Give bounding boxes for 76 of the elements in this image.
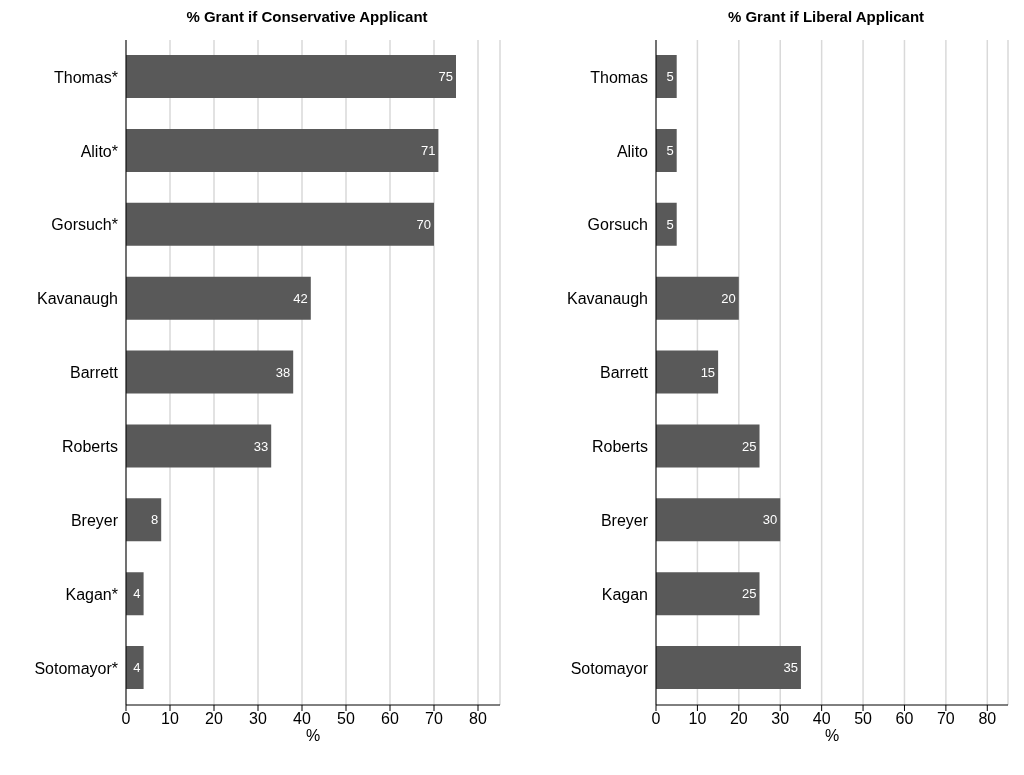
x-tick-label: 10 xyxy=(161,710,179,728)
x-tick-label: 0 xyxy=(121,710,131,728)
y-tick-label: Kavanaugh xyxy=(37,290,118,308)
y-tick-label: Sotomayor* xyxy=(34,659,118,677)
data-label: 5 xyxy=(666,69,674,85)
data-label: 4 xyxy=(133,660,141,676)
data-label: 15 xyxy=(700,364,716,380)
bar xyxy=(656,128,677,172)
data-label: 25 xyxy=(742,586,757,602)
bar xyxy=(126,202,434,246)
data-label: 30 xyxy=(762,512,778,528)
bar xyxy=(126,350,294,394)
x-tick-label: 50 xyxy=(337,710,355,728)
x-tick-label: 70 xyxy=(425,710,443,728)
y-tick-label: Gorsuch xyxy=(587,216,648,234)
y-tick-label: Kagan xyxy=(601,585,648,603)
chart-title: % Grant if Liberal Applicant xyxy=(726,8,926,27)
data-label: 38 xyxy=(275,364,291,380)
y-tick-label: Breyer xyxy=(600,511,649,529)
y-tick-label: Roberts xyxy=(591,438,648,456)
data-label: 25 xyxy=(742,438,757,454)
x-tick-label: 50 xyxy=(854,710,873,728)
x-tick-label: 60 xyxy=(895,710,914,728)
bar xyxy=(126,498,162,542)
chart-title: % Grant if Conservative Applicant xyxy=(185,8,429,27)
x-tick-label: 80 xyxy=(978,710,997,728)
data-label: 42 xyxy=(293,290,308,306)
data-label: 5 xyxy=(666,216,674,232)
bar xyxy=(126,572,144,616)
data-label: 75 xyxy=(438,69,453,85)
y-tick-label: Alito* xyxy=(80,142,118,160)
x-tick-label: 70 xyxy=(936,710,955,728)
bar xyxy=(126,55,456,98)
data-label: 4 xyxy=(133,586,141,602)
data-label: 35 xyxy=(783,660,798,676)
y-tick-label: Kavanaugh xyxy=(567,290,648,308)
x-tick-label: 30 xyxy=(771,710,790,728)
data-label: 20 xyxy=(721,290,736,306)
x-tick-label: 30 xyxy=(249,710,267,728)
bar xyxy=(656,350,719,394)
y-tick-label: Kagan* xyxy=(65,585,118,603)
data-label: 71 xyxy=(420,143,436,158)
bar xyxy=(656,276,739,320)
data-label: 70 xyxy=(416,216,431,232)
data-label: 8 xyxy=(150,512,159,528)
bar xyxy=(126,128,439,172)
bar xyxy=(126,424,272,468)
data-label: 33 xyxy=(253,438,269,454)
x-axis-title: % xyxy=(823,727,841,745)
x-tick-label: 20 xyxy=(729,710,748,728)
y-tick-label: Thomas xyxy=(590,68,648,86)
y-tick-label: Sotomayor xyxy=(570,659,649,677)
bar xyxy=(656,424,760,468)
x-tick-label: 40 xyxy=(812,710,831,728)
x-tick-label: 10 xyxy=(688,710,707,728)
x-tick-label: 80 xyxy=(469,710,487,728)
y-tick-label: Gorsuch* xyxy=(51,216,118,234)
data-label: 5 xyxy=(666,143,674,158)
y-tick-label: Alito xyxy=(616,142,649,160)
bar xyxy=(656,572,760,616)
bar xyxy=(656,646,801,690)
x-tick-label: 40 xyxy=(293,710,311,728)
y-tick-label: Barrett xyxy=(69,364,119,382)
bar xyxy=(656,55,677,98)
y-tick-label: Thomas* xyxy=(53,68,118,86)
bar xyxy=(126,646,144,690)
y-tick-label: Breyer xyxy=(70,511,119,529)
y-tick-label: Roberts xyxy=(61,438,118,456)
x-tick-label: 0 xyxy=(651,710,661,728)
bar xyxy=(656,202,677,246)
bar xyxy=(126,276,311,320)
x-tick-label: 20 xyxy=(205,710,223,728)
x-tick-label: 60 xyxy=(381,710,399,728)
y-tick-label: Barrett xyxy=(599,364,649,382)
bar xyxy=(656,498,781,542)
x-axis-title: % xyxy=(304,727,322,745)
